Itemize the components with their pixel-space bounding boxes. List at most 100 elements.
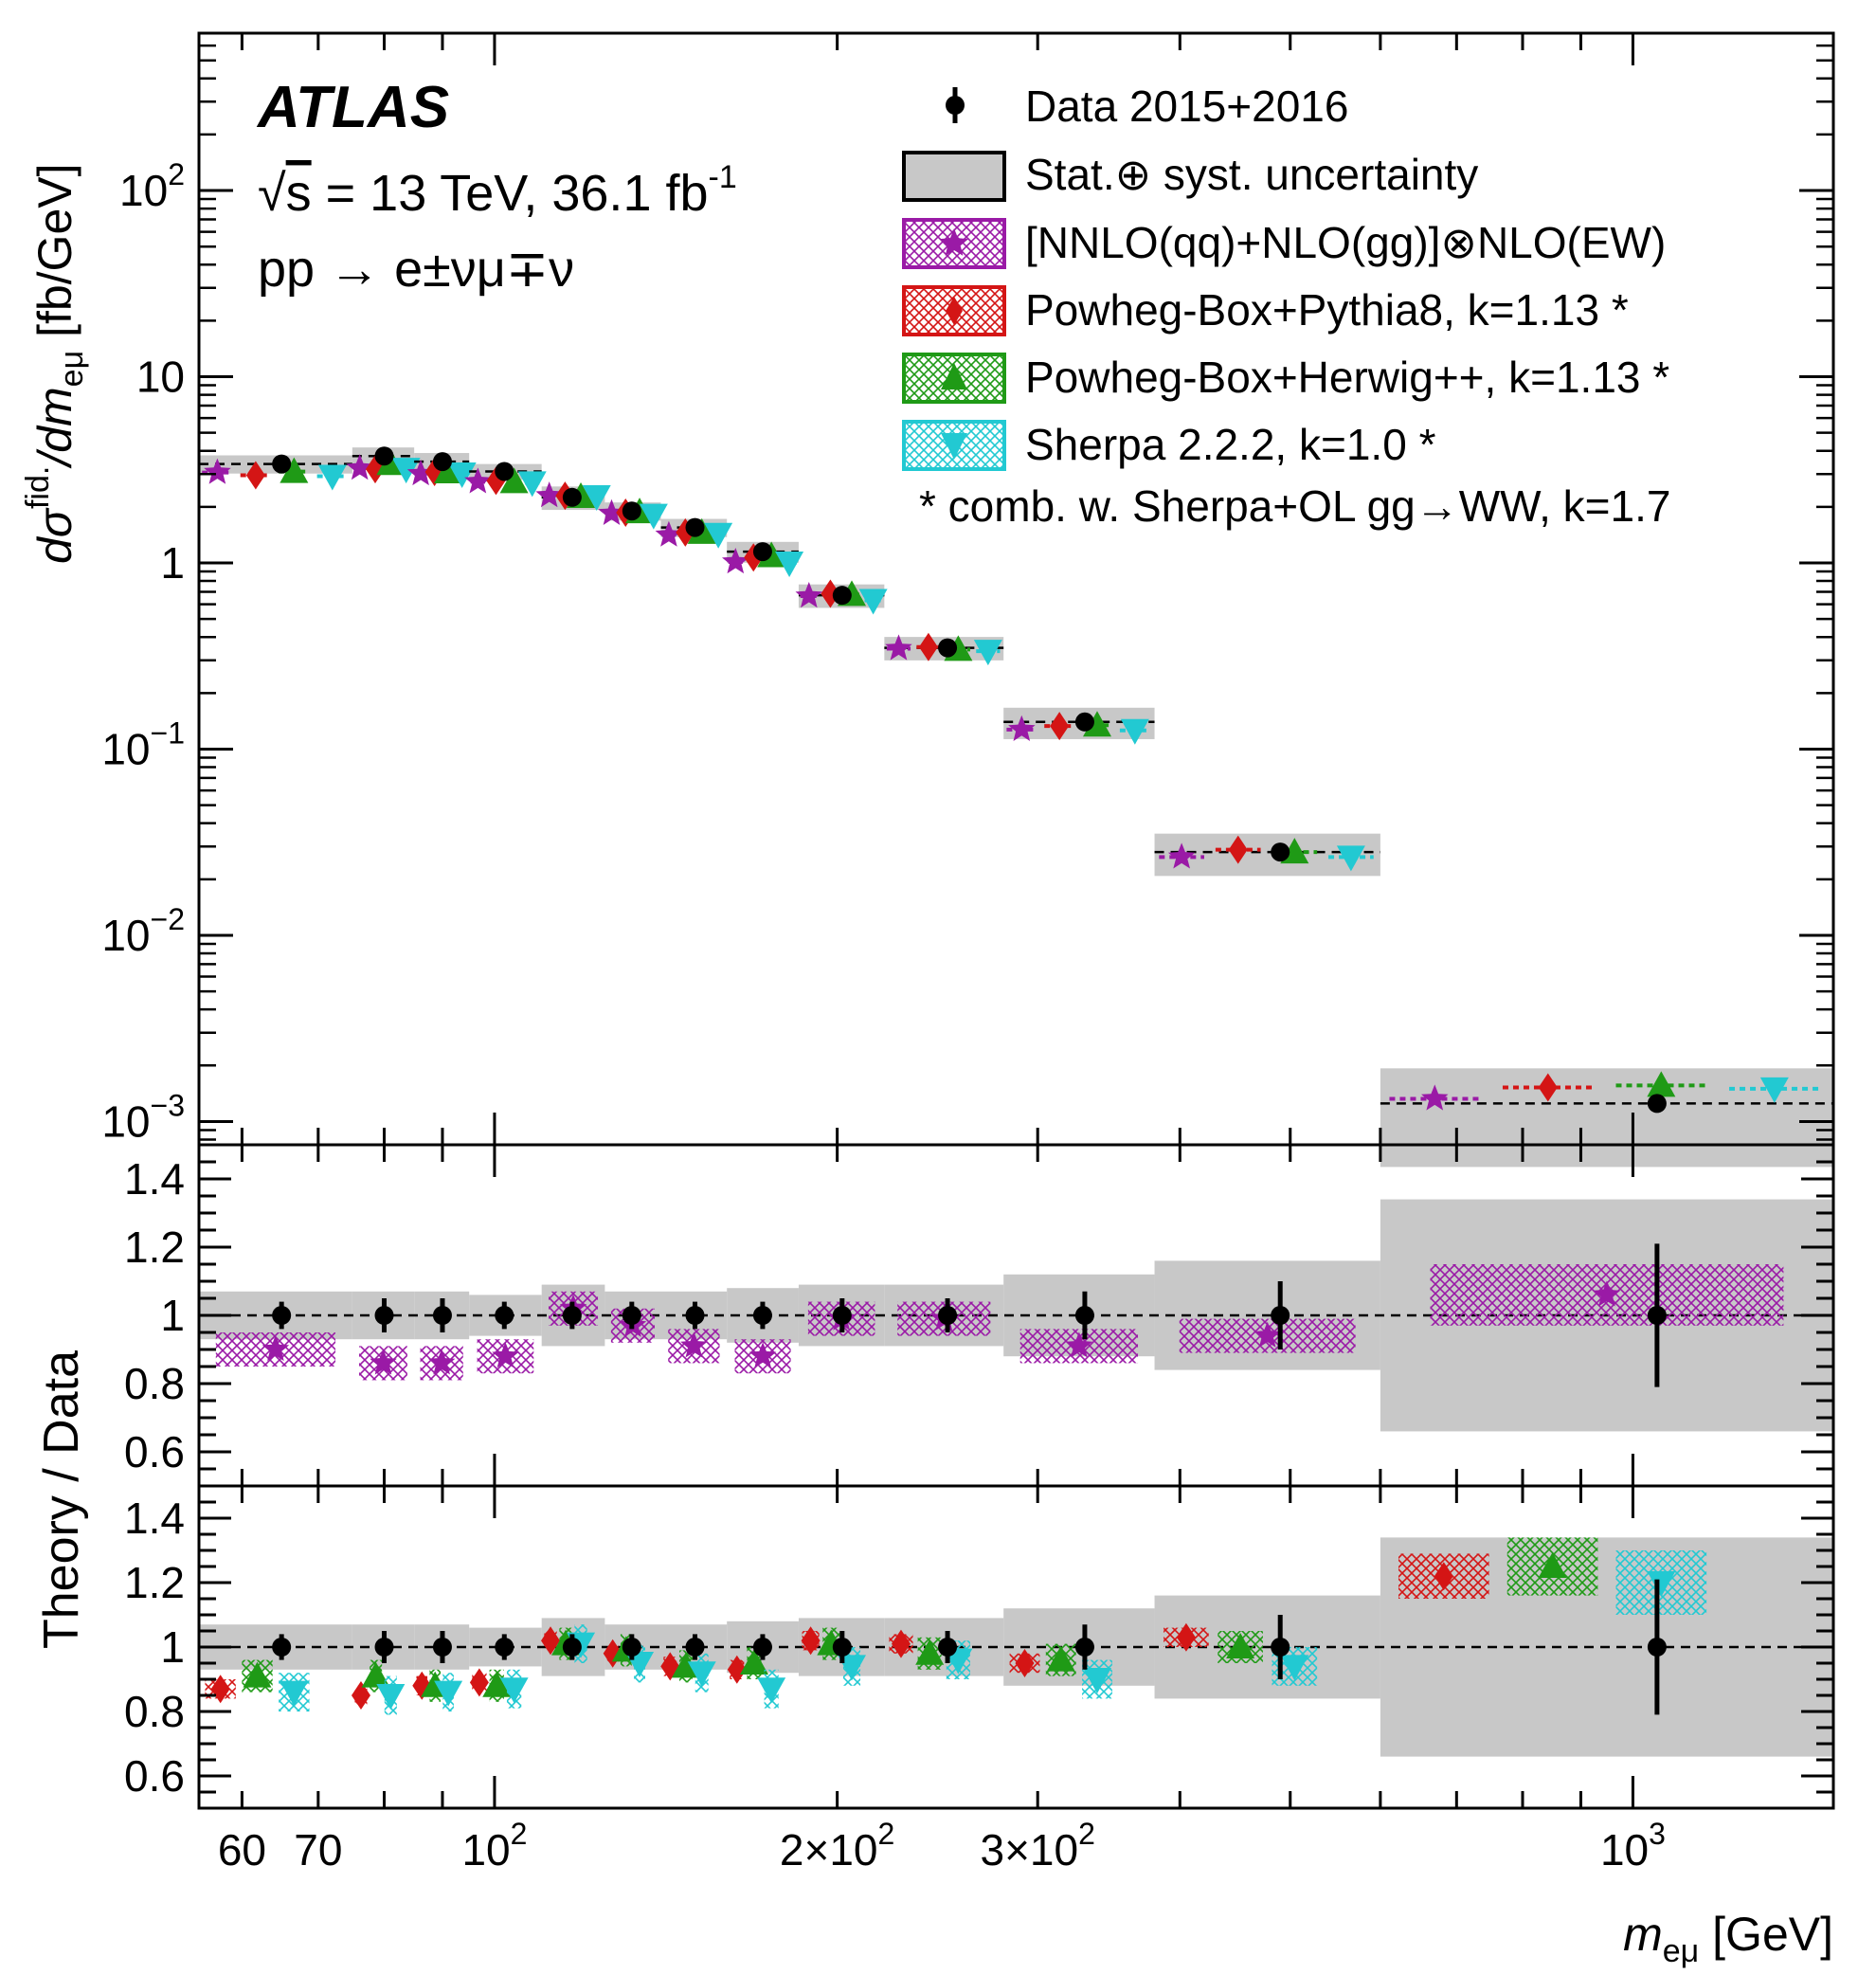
y-tick-label-base: 10: [119, 166, 168, 215]
r2-theory-point-powhw: [915, 1639, 945, 1665]
y-tick-label-exp: −2: [151, 902, 185, 936]
y-tick-label-base: 10: [101, 911, 150, 960]
main-theory-point-sherpa: [517, 471, 547, 498]
ratio-y-tick-label: 1.4: [124, 1494, 185, 1543]
r1-theory-point-nnlo: [680, 1331, 708, 1358]
r1-data-point: [432, 1306, 452, 1325]
ratio-y-tick-label: 1: [160, 1291, 185, 1340]
r2-theory-point-powhw: [739, 1649, 768, 1675]
r1-data-point: [1271, 1306, 1290, 1325]
main-data-point: [272, 454, 292, 474]
r1-data-point: [752, 1306, 772, 1325]
r2-theory-point-sherpa: [280, 1680, 309, 1707]
r1-data-point: [832, 1306, 852, 1325]
energy-exponent: -1: [709, 159, 737, 195]
y-axis-title: dσfid./dmeμ [fb/GeV]: [20, 163, 90, 564]
r2-data-point: [832, 1638, 852, 1657]
x-tick-label-base: 10: [1600, 1825, 1649, 1874]
r2-theory-point-sherpa: [757, 1677, 786, 1704]
r2-theory-point-powhw: [243, 1661, 272, 1688]
legend-powpy-diamond-icon: [946, 297, 963, 325]
r2-theory-point-powpy: [541, 1626, 561, 1656]
axes-frame: 10210110−110−210−30.60.811.21.40.60.811.…: [101, 31, 1835, 1874]
r2-theory-point-sherpa: [687, 1661, 716, 1688]
r1-data-point: [495, 1306, 514, 1325]
y-tick-label-base: 10: [136, 353, 185, 402]
y-tick-label: 10−1: [101, 715, 185, 773]
y-axis-title-sub: eμ: [54, 351, 90, 388]
r2-theory-point-sherpa: [434, 1680, 463, 1707]
r1-data-point: [938, 1306, 958, 1325]
main-theory-point-sherpa: [391, 458, 421, 484]
main-theory-point-nnlo: [598, 498, 625, 525]
main-theory-point-sherpa: [704, 522, 733, 549]
ratio-panel-nnlo: [199, 1199, 1833, 1432]
r1-theory-point-nnlo: [1593, 1280, 1621, 1307]
r2-data-point: [374, 1638, 394, 1657]
y-tick-label: 10−3: [101, 1088, 185, 1146]
main-theory-point-sherpa: [639, 503, 668, 530]
ratio-y-tick-label: 1: [160, 1622, 185, 1672]
energy-label: √s = 13 TeV, 36.1 fb-1: [258, 159, 737, 222]
r1-data-point: [374, 1306, 394, 1325]
r2-data-point: [1074, 1638, 1094, 1657]
r2-theory-point-sherpa: [1082, 1668, 1111, 1693]
process-label: pp → e±νμ∓ν: [258, 241, 574, 298]
r1-data-point: [1647, 1306, 1667, 1325]
y-axis-title-sup: fid.: [20, 466, 56, 509]
energy-main: = 13 TeV, 36.1 fb: [312, 165, 709, 222]
atlas-label: ATLAS: [256, 75, 449, 140]
r2-theory-point-powpy: [469, 1668, 489, 1697]
main-data-point: [832, 586, 852, 606]
main-data-point: [1074, 712, 1094, 732]
main-data-point: [685, 517, 705, 537]
legend-note: * comb. w. Sherpa+OL gg→WW, k=1.7: [919, 481, 1670, 531]
r2-data-point: [562, 1638, 582, 1657]
r2-data-point: [272, 1638, 292, 1657]
ratio-y-tick-label: 1.4: [124, 1154, 185, 1204]
r2-theory-point-powpy: [801, 1626, 821, 1656]
main-theory-point-sherpa: [858, 589, 888, 615]
main-data-point: [1271, 842, 1290, 862]
r2-data-point: [622, 1638, 641, 1657]
r1-data-point: [1074, 1306, 1094, 1325]
r2-theory-point-sherpa: [376, 1684, 406, 1710]
main-theory-point-sherpa: [1336, 845, 1365, 872]
y-axis-title-mid: /dm: [28, 387, 81, 468]
y-tick-label: 10−2: [101, 902, 185, 960]
main-theory-point-sherpa: [775, 551, 804, 577]
ratio-axis-title: Theory / Data: [34, 1350, 89, 1649]
main-theory-point-nnlo: [885, 634, 912, 661]
y-tick-label-exp: −3: [151, 1088, 185, 1122]
r2-theory-point-powhw: [482, 1671, 512, 1697]
x-axis-title-m: m: [1623, 1908, 1663, 1961]
x-tick-label-exp: 2: [511, 1817, 528, 1851]
main-theory-point-nnlo: [1167, 842, 1196, 869]
main-theory-point-nnlo: [795, 582, 823, 608]
r2-data-point: [685, 1638, 705, 1657]
x-tick-label: 103: [1600, 1817, 1666, 1874]
x-tick-label-exp: 2: [1078, 1817, 1095, 1851]
main-theory-point-powhw: [1647, 1071, 1676, 1097]
legend-powpy-label: Powheg-Box+Pythia8, k=1.13 *: [1025, 285, 1629, 335]
y-axis-title-unit: [fb/GeV]: [28, 163, 81, 350]
r1-theory-point-nnlo: [749, 1342, 777, 1368]
r1-data-point: [622, 1306, 641, 1325]
legend-data-label: Data 2015+2016: [1025, 81, 1348, 131]
r2-data-point: [938, 1638, 958, 1657]
x-axis-title-sub: eμ: [1663, 1933, 1700, 1969]
r1-theory-point-nnlo: [370, 1349, 397, 1375]
legend-nnlo-star-icon: [939, 228, 969, 256]
main-theory-point-powpy: [245, 461, 265, 490]
y-tick-label: 10: [136, 353, 185, 402]
y-axis-title-dsigma: dσ: [28, 507, 81, 564]
r1-theory-point-nnlo: [1065, 1331, 1093, 1358]
main-data-point: [1647, 1094, 1667, 1114]
main-theory-point-nnlo: [655, 520, 683, 547]
r2-theory-point-powpy: [1015, 1649, 1035, 1677]
x-tick-label: 2×102: [780, 1817, 894, 1874]
main-data-point: [938, 638, 958, 658]
x-tick-label-base: 10: [461, 1825, 510, 1874]
x-tick-label-base: 3×10: [980, 1825, 1078, 1874]
